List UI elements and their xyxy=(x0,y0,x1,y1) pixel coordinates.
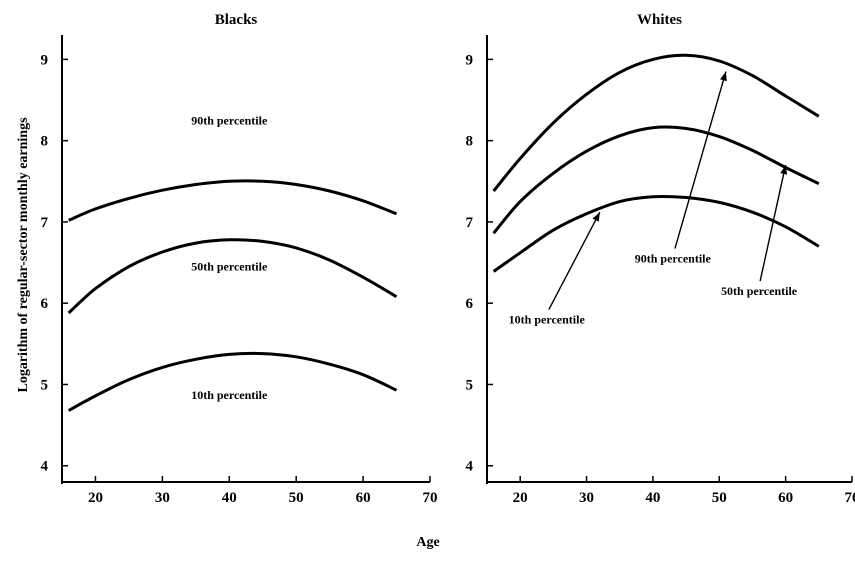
chart-1-y-tick-label: 5 xyxy=(466,377,474,393)
chart-1-annotation-0-arrowhead xyxy=(720,71,727,82)
panel-whites: Whites 20 30 40 50 60 70 4 5 6 7 8 9 90th percentile 5… xyxy=(466,12,855,506)
chart-1-annotation-0: 90th percentile xyxy=(635,252,712,266)
chart-0-y-tick-label: 6 xyxy=(41,296,49,312)
chart-0-y-tick-label: 9 xyxy=(41,52,49,68)
chart-0-series-2-line xyxy=(67,351,398,412)
y-axis-label: Logarithm of regular-sector monthly earn… xyxy=(16,117,31,393)
x-axis-label: Age xyxy=(416,535,439,550)
chart-1-series-0-line xyxy=(492,53,820,192)
chart-0-y-tick-label: 8 xyxy=(41,134,49,150)
chart-1-x-tick-label: 20 xyxy=(513,490,528,506)
chart-0-x-tick-label: 50 xyxy=(289,490,304,506)
chart-1-annotation-2-arrow-line xyxy=(548,211,601,310)
chart-1-y-tick-label: 4 xyxy=(466,459,474,475)
chart-1-y-tick-label: 9 xyxy=(466,52,474,68)
chart-0-series-1-line xyxy=(67,238,398,315)
chart-1-y-tick-label: 8 xyxy=(466,134,474,150)
chart-1-annotation-1-arrowhead xyxy=(780,165,788,175)
chart-0-y-tick-label: 7 xyxy=(41,215,49,231)
chart-1-annotation-1: 50th percentile xyxy=(721,284,798,298)
chart-0-x-tick-label: 60 xyxy=(356,490,371,506)
chart-0-y-tick-label: 5 xyxy=(41,377,49,393)
chart-1-x-tick-label: 40 xyxy=(645,490,660,506)
chart-1-title: Whites xyxy=(637,12,682,28)
chart-1-annotation-2: 10th percentile xyxy=(509,313,586,327)
panel-blacks: Blacks 20 30 40 50 60 70 4 5 6 7 8 9 90th percentile 5… xyxy=(41,12,438,506)
chart-0-annotation-2: 10th percentile xyxy=(191,388,268,402)
chart-0-x-tick-label: 70 xyxy=(423,490,438,506)
chart-0-title: Blacks xyxy=(215,12,258,28)
chart-0-x-tick-label: 20 xyxy=(88,490,103,506)
chart-1-x-tick-label: 70 xyxy=(845,490,855,506)
chart-1-x-tick-label: 30 xyxy=(579,490,594,506)
chart-1-y-tick-label: 6 xyxy=(466,296,474,312)
chart-1-x-tick-label: 50 xyxy=(712,490,727,506)
chart-1-y-tick-label: 7 xyxy=(466,215,474,231)
chart-1-series-1-line xyxy=(492,125,820,235)
chart-0-annotation-1: 50th percentile xyxy=(191,260,268,274)
chart-1-series-2-line xyxy=(492,194,820,273)
chart-0-x-tick-label: 40 xyxy=(222,490,237,506)
chart-1-annotation-2-arrowhead xyxy=(592,212,600,222)
chart-1-x-tick-label: 60 xyxy=(778,490,793,506)
chart-0-x-tick-label: 30 xyxy=(155,490,170,506)
chart-0-y-tick-label: 4 xyxy=(41,459,49,475)
chart-0-series-0-line xyxy=(68,179,398,222)
chart-1-annotation-1-arrow-line xyxy=(759,164,787,282)
chart-1-annotation-0-arrow-line xyxy=(674,71,727,249)
chart-0-annotation-0: 90th percentile xyxy=(191,113,268,127)
